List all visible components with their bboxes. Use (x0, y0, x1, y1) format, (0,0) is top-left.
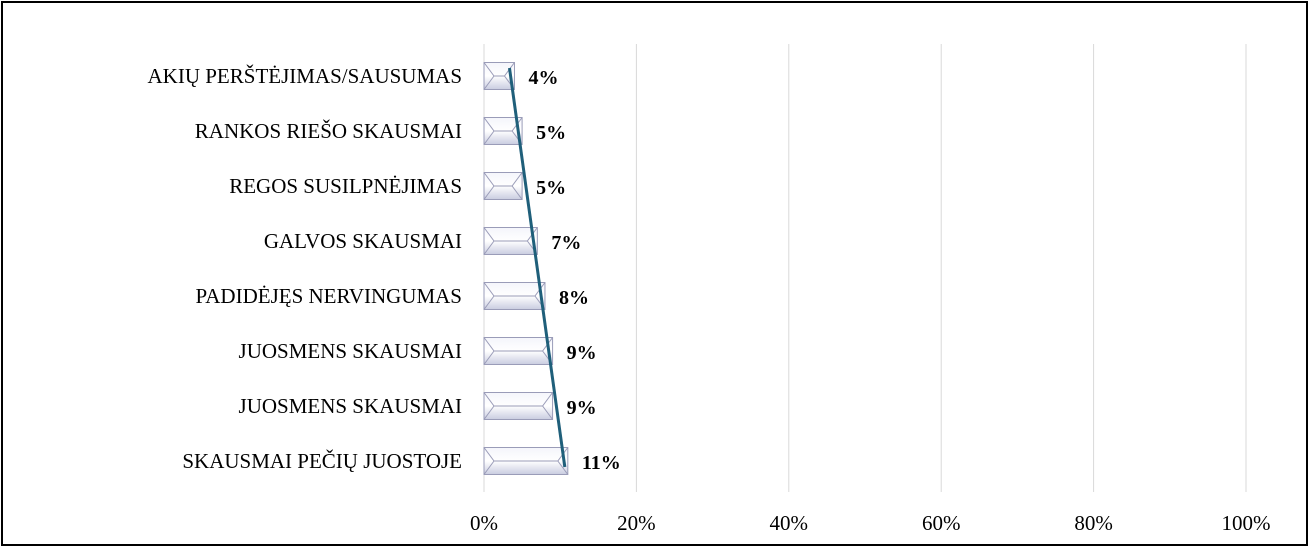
category-label: JUOSMENS SKAUSMAI (239, 394, 462, 418)
bar-bevel (483, 405, 495, 420)
category-label: RANKOS RIEŠO SKAUSMAI (195, 119, 462, 143)
bar-bevel (483, 130, 495, 145)
category-label: PADIDĖJĘS NERVINGUMAS (196, 284, 463, 308)
x-tick-labels: 0% 20% 40% 60% 80% 100% (470, 511, 1271, 535)
x-tick-label: 60% (922, 511, 961, 535)
data-label: 11% (582, 452, 621, 474)
bar-bevel (557, 460, 569, 475)
bar-bevel (483, 392, 553, 407)
data-label: 9% (567, 342, 597, 364)
x-tick-label: 0% (470, 511, 498, 535)
x-tick-label: 40% (770, 511, 809, 535)
data-label: 5% (536, 177, 566, 199)
bar-bevel (483, 295, 495, 310)
gridlines (483, 44, 1247, 492)
category-label: GALVOS SKAUSMAI (264, 229, 462, 253)
data-label: 9% (567, 397, 597, 419)
x-tick-label: 80% (1074, 511, 1113, 535)
category-label: AKIŲ PERŠTĖJIMAS/SAUSUMAS (148, 64, 462, 88)
bar-bevel (542, 405, 553, 420)
category-label: REGOS SUSILPNĖJIMAS (229, 174, 462, 198)
x-tick-label: 20% (617, 511, 656, 535)
bar-bevel (483, 240, 495, 255)
bar-bevel (483, 350, 495, 365)
bar-bevel (483, 460, 495, 475)
trendline (507, 67, 567, 468)
bar-bevel (483, 75, 495, 90)
bar-bevel (483, 185, 495, 200)
trendline-group (507, 67, 567, 468)
bar-bevel (511, 185, 523, 200)
data-label: 5% (536, 122, 566, 144)
data-label: 4% (528, 67, 558, 89)
category-label: JUOSMENS SKAUSMAI (239, 339, 462, 363)
data-labels: 4% 5% 5% 7% 8% 9% 9% 11% (528, 67, 620, 474)
data-label: 8% (559, 287, 589, 309)
x-tick-label: 100% (1222, 511, 1271, 535)
bar-bevel (483, 172, 523, 187)
category-labels: AKIŲ PERŠTĖJIMAS/SAUSUMAS RANKOS RIEŠO SK… (148, 64, 462, 473)
data-label: 7% (551, 232, 581, 254)
category-label: SKAUSMAI PEČIŲ JUOSTOJE (182, 449, 462, 473)
